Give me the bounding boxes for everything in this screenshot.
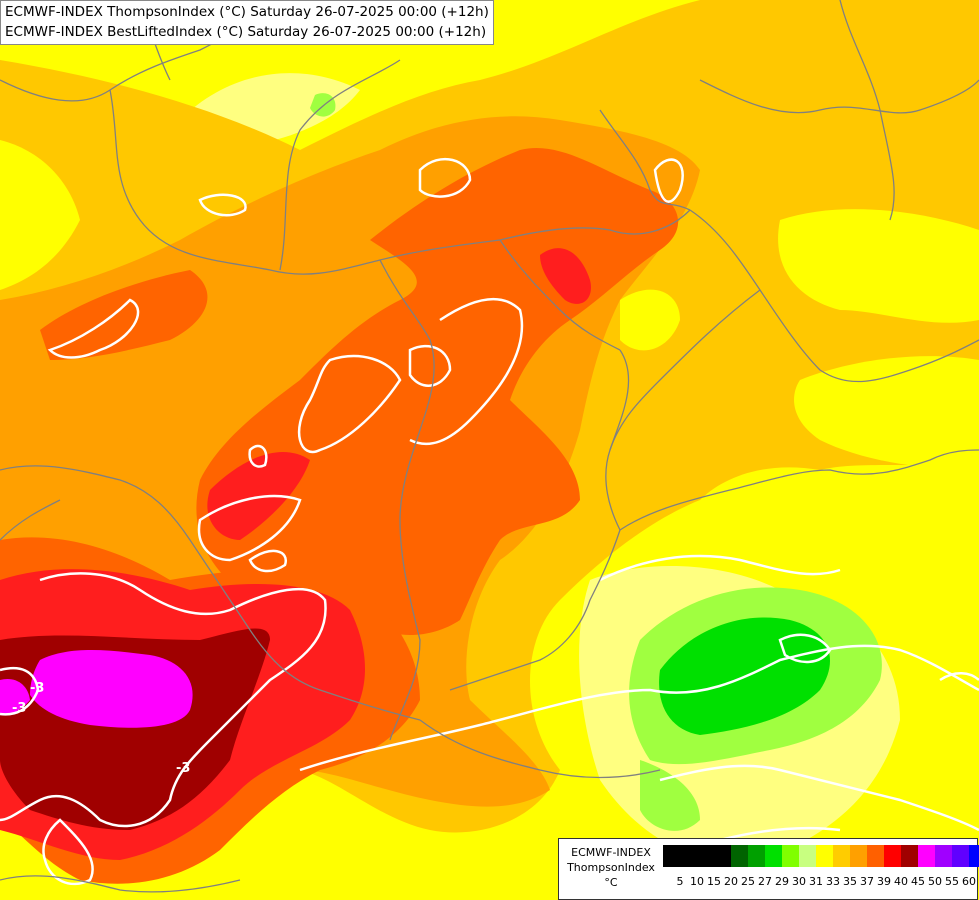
contour-label: -3 [176,761,190,776]
yellow-region [0,140,80,290]
legend-tick-label: 27 [758,875,772,888]
legend-swatch [833,845,850,867]
contour-lines [0,158,979,886]
legend-swatch [918,845,935,867]
light-green-region [310,93,336,117]
legend-tick-label: 45 [911,875,925,888]
legend-tick-label: 33 [826,875,840,888]
contour-label: -3 [30,681,44,696]
orange-region [36,429,160,513]
legend-tick-label: 39 [877,875,891,888]
legend-swatch [697,845,714,867]
legend-swatch [867,845,884,867]
legend-color-bar [663,845,979,867]
title-thompson-index: ECMWF-INDEX ThompsonIndex (°C) Saturday … [5,4,489,20]
contour-label: -3 [12,701,26,716]
legend-swatch [663,845,680,867]
legend-tick-label: 37 [860,875,874,888]
legend-swatch [765,845,782,867]
legend-swatch [748,845,765,867]
legend-tick-label: 35 [843,875,857,888]
legend-tick-label: 55 [945,875,959,888]
legend-swatch [816,845,833,867]
legend-tick-label: 5 [676,875,684,888]
legend-swatch [901,845,918,867]
legend-tick-label: 60 [962,875,976,888]
yellow-region [794,356,979,470]
legend-tick-label: 29 [775,875,789,888]
legend-title: ECMWF-INDEX ThompsonIndex °C [563,845,659,890]
legend-model: ECMWF-INDEX [571,846,651,859]
title-best-lifted-index: ECMWF-INDEX BestLiftedIndex (°C) Saturda… [5,24,487,40]
map-title-box: ECMWF-INDEX ThompsonIndex (°C) Saturday … [0,0,494,45]
legend-tick-label: 30 [792,875,806,888]
legend-tick-label: 31 [809,875,823,888]
color-legend: ECMWF-INDEX ThompsonIndex °C 5 10 15 20 25 27… [558,838,979,900]
magenta-region [30,650,193,728]
legend-swatch [714,845,731,867]
legend-tick-label: 20 [724,875,738,888]
legend-swatch [731,845,748,867]
legend-unit: °C [604,876,618,889]
red-region [540,248,591,304]
legend-swatch [969,845,979,867]
legend-swatch [680,845,697,867]
legend-tick-label: 25 [741,875,755,888]
legend-tick-label: 40 [894,875,908,888]
legend-swatch [952,845,969,867]
dark-orange-region [40,270,208,360]
legend-swatch [884,845,901,867]
light-green-region [640,760,700,831]
magenta-region [0,678,30,715]
legend-tick-label: 50 [928,875,942,888]
legend-swatch [850,845,867,867]
legend-tick-label: 15 [707,875,721,888]
legend-parameter: ThompsonIndex [567,861,655,874]
yellow-region [778,209,979,323]
yellow-region [620,289,680,351]
legend-tick-labels: 5 10 15 20 25 27 29 30 31 33 35 37 39 40 45 50 55 60 [663,875,977,891]
legend-swatch [935,845,952,867]
legend-swatch [799,845,816,867]
legend-tick-label: 10 [690,875,704,888]
legend-swatch [782,845,799,867]
